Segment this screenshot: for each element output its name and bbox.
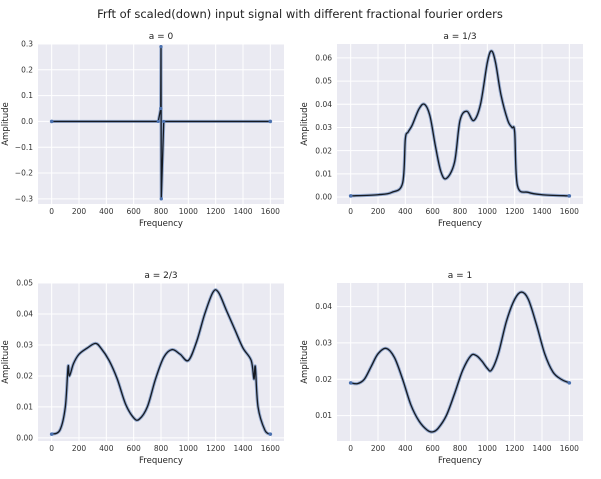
series-line <box>350 291 570 433</box>
series-endpoint <box>49 432 54 436</box>
x-tick-label: 400 <box>398 444 413 453</box>
y-tick-label: −0.1 <box>15 143 33 152</box>
x-tick-label: 1600 <box>261 207 280 216</box>
series-endpoint <box>348 194 353 198</box>
x-tick-label: 0 <box>348 444 353 453</box>
x-tick-label: 400 <box>99 207 114 216</box>
x-tick-label: 800 <box>453 207 468 216</box>
x-tick-label: 400 <box>398 207 413 216</box>
x-tick-label: 1400 <box>532 207 551 216</box>
y-tick-label: 0.06 <box>315 54 332 63</box>
chart-panel-4: 0 200 400 600 800 1000 1200 1400 1600 0.01 0.02 0.0… <box>300 271 583 466</box>
chart-panel-1: 0 200 400 600 800 1000 1200 1400 1600 −0.3 −0.2 −0.… <box>1 32 284 229</box>
y-axis-label: Amplitude <box>1 102 11 146</box>
y-tick-label: 0.1 <box>21 91 33 100</box>
x-tick-label: 1600 <box>261 444 280 453</box>
x-tick-label: 0 <box>348 207 353 216</box>
x-tick-label: 800 <box>154 207 169 216</box>
figure-title: Frft of scaled(down) input signal with d… <box>97 7 503 21</box>
series-endpoint <box>567 381 572 385</box>
panel-title: a = 1/3 <box>443 32 476 42</box>
chart-panel-2: 0 200 400 600 800 1000 1200 1400 1600 0.00 0.01 0.0… <box>300 32 583 229</box>
y-tick-label: 0.03 <box>315 123 332 132</box>
x-tick-label: 1000 <box>179 444 198 453</box>
x-tick-label: 1400 <box>532 444 551 453</box>
y-tick-label: 0.00 <box>16 434 33 443</box>
panel-title: a = 1 <box>448 271 473 281</box>
y-tick-label: 0.03 <box>16 341 33 350</box>
x-tick-label: 1000 <box>179 207 198 216</box>
panel-title: a = 2/3 <box>144 271 177 281</box>
chart-panel-3: 0 200 400 600 800 1000 1200 1400 1600 0.00 0.01 0.0… <box>1 271 284 466</box>
y-axis-label: Amplitude <box>1 340 11 384</box>
y-tick-label: 0.01 <box>315 169 332 178</box>
y-tick-label: 0.05 <box>315 77 332 86</box>
x-tick-label: 200 <box>72 444 87 453</box>
x-tick-label: 1000 <box>478 444 497 453</box>
x-tick-label: 600 <box>127 207 142 216</box>
y-tick-label: 0.01 <box>315 411 332 420</box>
x-tick-label: 400 <box>99 444 114 453</box>
series-endpoint <box>49 119 54 124</box>
x-tick-label: 1400 <box>233 444 252 453</box>
x-tick-label: 600 <box>127 444 142 453</box>
y-tick-label: 0.03 <box>315 339 332 348</box>
data-point <box>162 119 166 124</box>
x-tick-label: 1600 <box>560 444 579 453</box>
x-tick-label: 0 <box>49 207 54 216</box>
x-tick-label: 1600 <box>560 207 579 216</box>
data-point <box>159 197 163 201</box>
y-tick-label: 0.02 <box>16 372 33 381</box>
x-tick-label: 800 <box>453 444 468 453</box>
y-tick-label: 0.04 <box>16 310 33 319</box>
y-tick-label: 0.2 <box>21 65 33 74</box>
x-tick-label: 1200 <box>505 444 524 453</box>
data-point <box>159 106 163 111</box>
x-axis-label: Frequency <box>438 456 482 466</box>
x-tick-label: 600 <box>426 207 441 216</box>
x-tick-label: 1400 <box>233 207 252 216</box>
x-tick-label: 200 <box>72 207 87 216</box>
y-tick-label: 0.01 <box>16 403 33 412</box>
x-axis-label: Frequency <box>139 456 183 466</box>
x-tick-label: 200 <box>371 444 386 453</box>
x-tick-label: 1200 <box>206 207 225 216</box>
series-endpoint <box>268 119 273 124</box>
series-line <box>350 50 570 197</box>
x-tick-label: 1000 <box>478 207 497 216</box>
series-line <box>51 289 271 435</box>
data-point <box>156 119 160 124</box>
y-tick-label: 0.02 <box>315 146 332 155</box>
y-tick-label: 0.04 <box>315 302 332 311</box>
panel-title: a = 0 <box>149 32 174 42</box>
series-endpoint <box>567 194 572 198</box>
series-endpoint <box>268 432 273 436</box>
data-point <box>159 44 163 49</box>
y-tick-label: −0.2 <box>15 169 33 178</box>
y-tick-label: 0.04 <box>315 100 332 109</box>
x-axis-label: Frequency <box>139 219 183 229</box>
x-tick-label: 800 <box>154 444 169 453</box>
x-axis-label: Frequency <box>438 219 482 229</box>
y-tick-label: 0.02 <box>315 375 332 384</box>
y-tick-label: 0.0 <box>21 117 33 126</box>
x-tick-label: 1200 <box>505 207 524 216</box>
x-tick-label: 600 <box>426 444 441 453</box>
x-tick-label: 200 <box>371 207 386 216</box>
x-tick-label: 0 <box>49 444 54 453</box>
x-tick-label: 1200 <box>206 444 225 453</box>
y-axis-label: Amplitude <box>300 102 310 146</box>
y-axis-label: Amplitude <box>300 340 310 384</box>
y-tick-label: −0.3 <box>15 194 33 203</box>
y-tick-label: 0.3 <box>21 40 33 49</box>
y-tick-label: 0.05 <box>16 279 33 288</box>
y-tick-label: 0.00 <box>315 193 332 202</box>
series-endpoint <box>348 381 353 385</box>
